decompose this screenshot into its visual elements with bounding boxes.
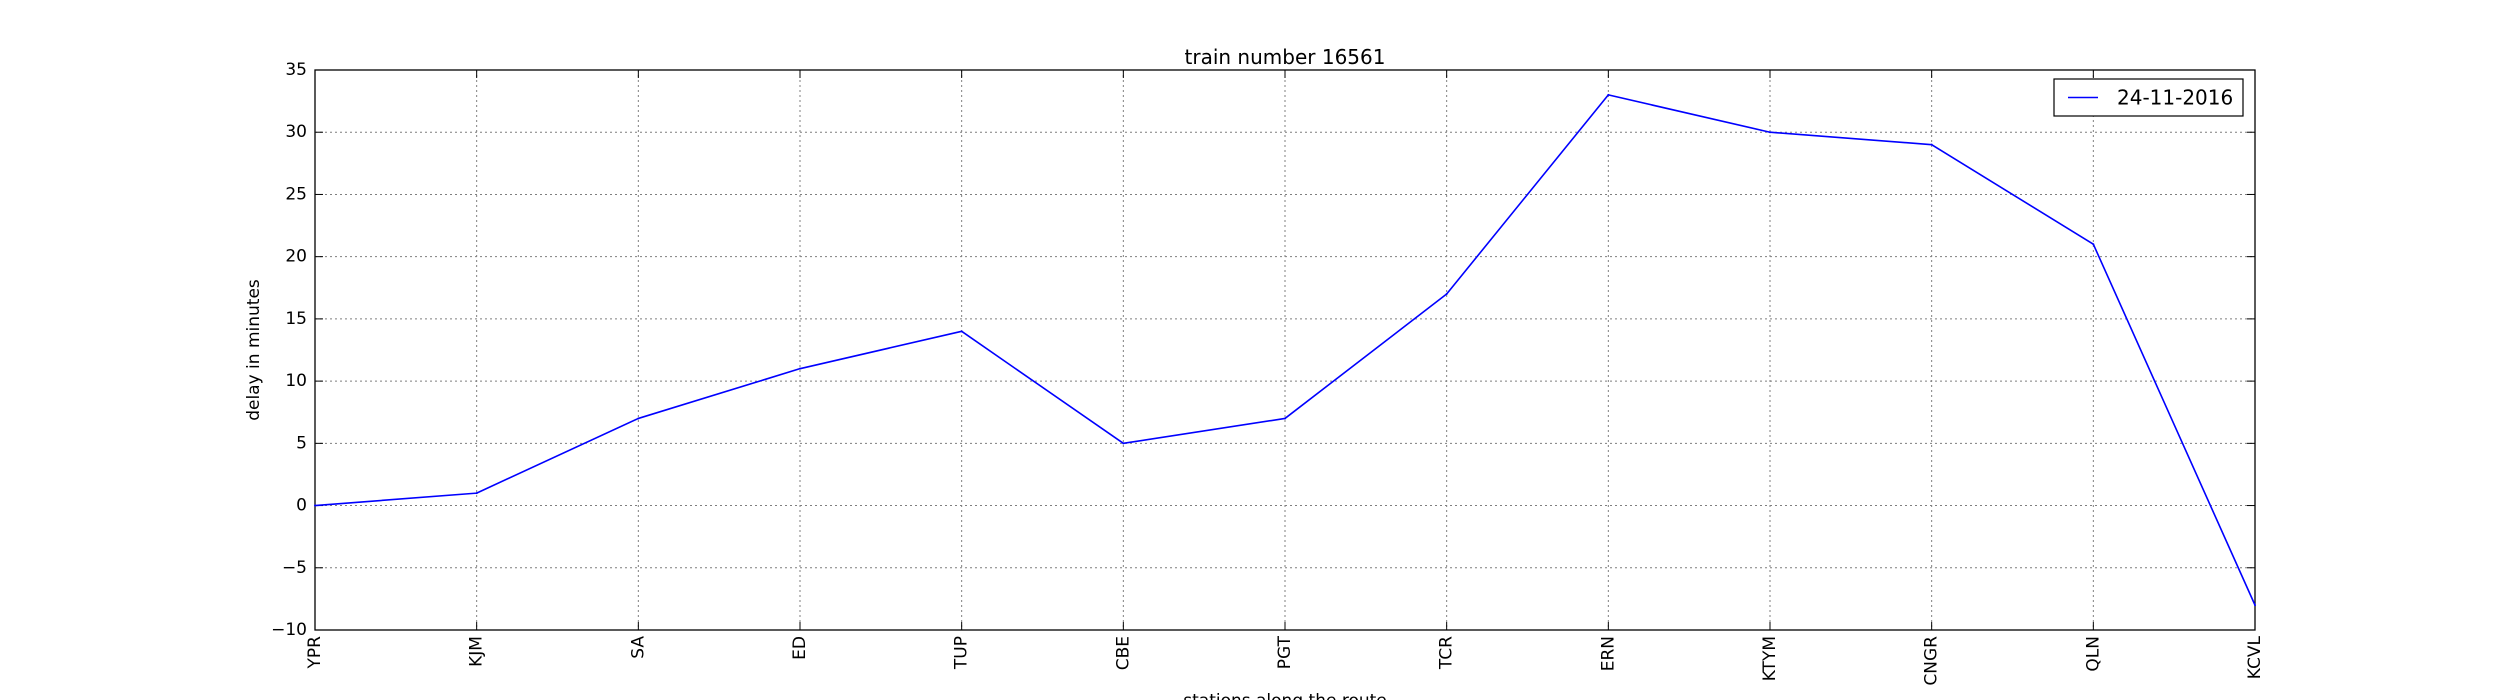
x-tick-label: ED xyxy=(790,636,810,660)
data-point xyxy=(1930,143,1933,146)
x-tick-label: TUP xyxy=(952,636,972,670)
chart-title: train number 16561 xyxy=(1185,45,1386,69)
data-point xyxy=(2092,243,2095,246)
x-tick-label: CBE xyxy=(1113,636,1133,670)
series-lines xyxy=(314,93,2256,607)
y-tick-label: 30 xyxy=(285,122,307,142)
x-tick-label: KTYM xyxy=(1760,636,1780,681)
y-tick-label: 25 xyxy=(285,184,307,204)
data-point xyxy=(1445,293,1448,295)
data-point xyxy=(637,417,640,420)
y-axis-title: delay in minutes xyxy=(244,279,264,421)
x-tick-label: TCR xyxy=(1437,636,1457,670)
data-point xyxy=(1607,93,1610,96)
y-tick-labels: −10 −5 0 5 10 15 20 25 30 35 xyxy=(271,60,307,640)
y-tick-label: 5 xyxy=(296,433,307,453)
x-tick-labels: YPR KJM SA ED TUP CBE PGT TCR ERN KTYM CNGR QLN KCVL xyxy=(305,635,2265,685)
data-point xyxy=(799,367,801,370)
data-point xyxy=(1284,417,1286,420)
x-tick-label: PGT xyxy=(1275,635,1295,669)
y-tick-label: 0 xyxy=(296,496,307,516)
y-tick-label: −5 xyxy=(282,558,307,578)
data-point xyxy=(1122,442,1125,445)
data-point xyxy=(314,504,316,507)
data-point xyxy=(475,492,478,495)
y-tick-label: 15 xyxy=(285,309,307,329)
x-tick-label: KJM xyxy=(467,636,487,667)
x-tick-label: YPR xyxy=(305,636,325,670)
data-point xyxy=(2254,604,2256,607)
y-tick-label: 10 xyxy=(285,371,307,391)
x-tick-label: KCVL xyxy=(2245,635,2265,679)
x-axis-title: stations along the route xyxy=(1183,691,1387,700)
x-tick-label: CNGR xyxy=(1922,636,1942,686)
y-tick-label: 35 xyxy=(285,60,307,80)
legend: 24-11-2016 xyxy=(2053,78,2244,117)
x-tick-label: ERN xyxy=(1598,636,1618,671)
data-point xyxy=(1769,131,1771,134)
x-tick-label: QLN xyxy=(2083,636,2103,672)
data-point xyxy=(960,330,963,333)
x-tick-label: SA xyxy=(628,636,648,659)
legend-label: 24-11-2016 xyxy=(2117,86,2233,110)
y-tick-label: 20 xyxy=(285,247,307,267)
y-tick-label: −10 xyxy=(271,620,307,640)
grid-lines xyxy=(315,70,2255,630)
